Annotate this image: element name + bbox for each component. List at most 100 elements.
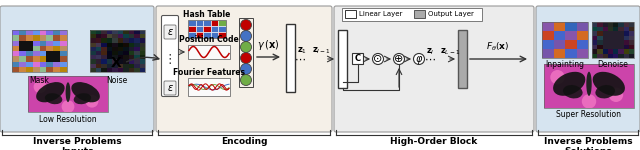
Bar bbox=[628, 22, 634, 27]
Bar bbox=[40, 61, 46, 67]
Bar bbox=[345, 10, 356, 18]
Text: $\mathbf{z}_1$: $\mathbf{z}_1$ bbox=[297, 46, 307, 56]
Text: Super Resolution: Super Resolution bbox=[557, 110, 621, 119]
Bar bbox=[628, 49, 634, 54]
Text: Denoise: Denoise bbox=[598, 60, 628, 69]
Bar bbox=[134, 51, 140, 55]
Bar bbox=[90, 59, 95, 64]
Text: Low Resolution: Low Resolution bbox=[39, 115, 97, 124]
Text: $\cdots$: $\cdots$ bbox=[294, 54, 306, 64]
Circle shape bbox=[582, 94, 596, 109]
Bar bbox=[33, 40, 40, 46]
Text: ⋮: ⋮ bbox=[164, 54, 176, 66]
Bar bbox=[613, 31, 618, 36]
Bar bbox=[188, 32, 195, 38]
Bar bbox=[46, 40, 53, 46]
Bar bbox=[140, 34, 145, 38]
Bar bbox=[46, 30, 53, 35]
Bar bbox=[608, 49, 613, 54]
Text: φ: φ bbox=[416, 54, 422, 63]
Bar bbox=[542, 40, 554, 49]
Bar bbox=[106, 34, 112, 38]
Bar bbox=[618, 49, 623, 54]
Bar bbox=[140, 59, 145, 64]
Bar bbox=[118, 43, 123, 47]
Text: $\mathbf{z}_{l-1}$: $\mathbf{z}_{l-1}$ bbox=[312, 46, 331, 56]
Bar bbox=[26, 40, 33, 46]
Ellipse shape bbox=[74, 93, 91, 104]
Bar bbox=[188, 20, 195, 26]
Circle shape bbox=[61, 100, 74, 113]
Circle shape bbox=[241, 75, 252, 85]
Bar bbox=[602, 31, 608, 36]
Bar bbox=[90, 38, 95, 43]
Bar bbox=[602, 40, 608, 45]
Bar bbox=[19, 61, 26, 67]
Bar bbox=[95, 55, 101, 59]
Bar bbox=[118, 34, 123, 38]
Bar bbox=[40, 35, 46, 41]
Bar bbox=[123, 59, 129, 64]
Ellipse shape bbox=[563, 85, 582, 98]
Circle shape bbox=[241, 42, 252, 52]
Bar bbox=[106, 43, 112, 47]
Bar bbox=[129, 34, 134, 38]
Bar bbox=[101, 34, 106, 38]
Bar bbox=[592, 54, 597, 58]
Bar bbox=[101, 38, 106, 43]
Bar bbox=[195, 32, 203, 38]
Bar bbox=[188, 78, 230, 96]
Bar bbox=[623, 49, 628, 54]
Bar bbox=[90, 51, 95, 55]
Bar bbox=[608, 31, 613, 36]
Bar bbox=[554, 22, 565, 31]
Bar bbox=[90, 64, 95, 68]
Bar bbox=[60, 35, 67, 41]
Bar bbox=[33, 56, 40, 62]
Bar bbox=[597, 36, 602, 40]
Bar bbox=[628, 31, 634, 36]
Ellipse shape bbox=[553, 72, 586, 96]
Bar bbox=[106, 51, 112, 55]
Bar bbox=[123, 64, 129, 68]
Bar bbox=[592, 31, 597, 36]
Bar bbox=[188, 26, 195, 32]
Circle shape bbox=[241, 52, 252, 63]
Bar bbox=[592, 49, 597, 54]
Bar bbox=[123, 47, 129, 51]
Circle shape bbox=[34, 80, 46, 93]
Text: Position Code: Position Code bbox=[179, 35, 239, 44]
Bar bbox=[565, 22, 577, 31]
Text: Hash Table: Hash Table bbox=[183, 10, 230, 19]
Bar bbox=[26, 67, 33, 72]
Bar bbox=[608, 22, 613, 27]
Bar bbox=[140, 55, 145, 59]
Bar bbox=[12, 46, 19, 51]
Bar bbox=[577, 31, 588, 40]
Bar bbox=[134, 59, 140, 64]
Circle shape bbox=[413, 54, 424, 64]
Bar bbox=[95, 38, 101, 43]
Bar bbox=[19, 40, 26, 46]
Bar bbox=[544, 64, 634, 108]
Bar bbox=[112, 59, 118, 64]
Bar bbox=[129, 64, 134, 68]
Bar bbox=[123, 38, 129, 43]
Bar bbox=[46, 51, 53, 56]
Bar bbox=[26, 51, 33, 56]
Circle shape bbox=[609, 88, 623, 102]
Bar bbox=[106, 59, 112, 64]
Bar bbox=[608, 40, 613, 45]
Bar bbox=[101, 47, 106, 51]
Bar bbox=[90, 43, 95, 47]
Ellipse shape bbox=[595, 85, 615, 98]
Bar bbox=[623, 22, 628, 27]
Bar bbox=[118, 68, 123, 72]
Text: Noise: Noise bbox=[106, 76, 127, 85]
Circle shape bbox=[241, 30, 252, 42]
FancyBboxPatch shape bbox=[338, 30, 347, 88]
FancyBboxPatch shape bbox=[161, 15, 179, 96]
Bar bbox=[19, 30, 26, 35]
Bar bbox=[602, 45, 608, 49]
Bar bbox=[239, 18, 253, 87]
